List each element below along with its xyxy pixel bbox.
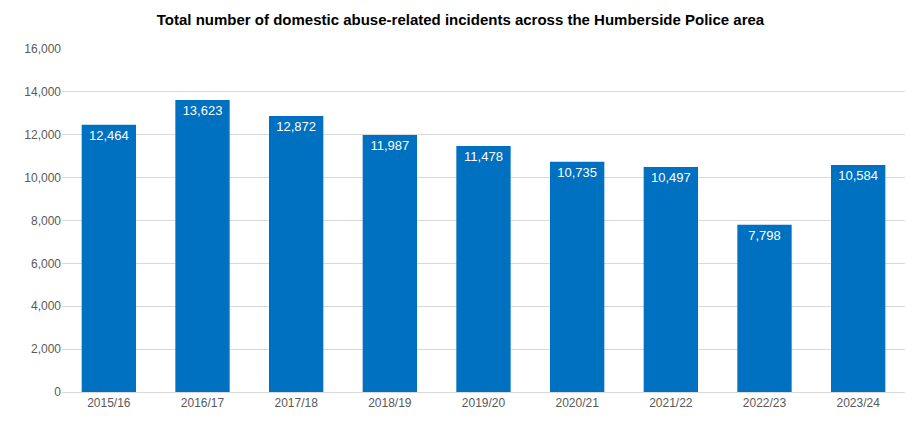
svg-text:11,987: 11,987	[370, 138, 409, 153]
svg-text:4,000: 4,000	[31, 299, 61, 313]
svg-text:12,872: 12,872	[276, 119, 316, 134]
svg-text:10,000: 10,000	[24, 171, 61, 185]
svg-text:8,000: 8,000	[31, 214, 61, 228]
svg-text:7,798: 7,798	[748, 228, 781, 243]
svg-text:10,584: 10,584	[838, 168, 878, 183]
svg-text:10,735: 10,735	[557, 165, 597, 180]
svg-text:2016/17: 2016/17	[181, 396, 225, 410]
svg-text:0: 0	[54, 385, 61, 399]
svg-text:2017/18: 2017/18	[274, 396, 318, 410]
svg-text:12,464: 12,464	[89, 128, 129, 143]
svg-text:2020/21: 2020/21	[555, 396, 599, 410]
svg-text:13,623: 13,623	[183, 103, 223, 118]
svg-text:2,000: 2,000	[31, 342, 61, 356]
svg-text:6,000: 6,000	[31, 257, 61, 271]
svg-text:2019/20: 2019/20	[462, 396, 506, 410]
svg-text:11,478: 11,478	[464, 149, 503, 164]
svg-text:2023/24: 2023/24	[836, 396, 880, 410]
svg-text:2022/23: 2022/23	[743, 396, 787, 410]
svg-text:10,497: 10,497	[651, 170, 691, 185]
svg-text:14,000: 14,000	[24, 85, 61, 99]
svg-text:12,000: 12,000	[24, 128, 61, 142]
svg-text:2021/22: 2021/22	[649, 396, 693, 410]
svg-text:16,000: 16,000	[24, 42, 61, 56]
svg-text:2018/19: 2018/19	[368, 396, 412, 410]
svg-text:2015/16: 2015/16	[87, 396, 131, 410]
svg-text:Total number of domestic abuse: Total number of domestic abuse-related i…	[157, 11, 765, 28]
